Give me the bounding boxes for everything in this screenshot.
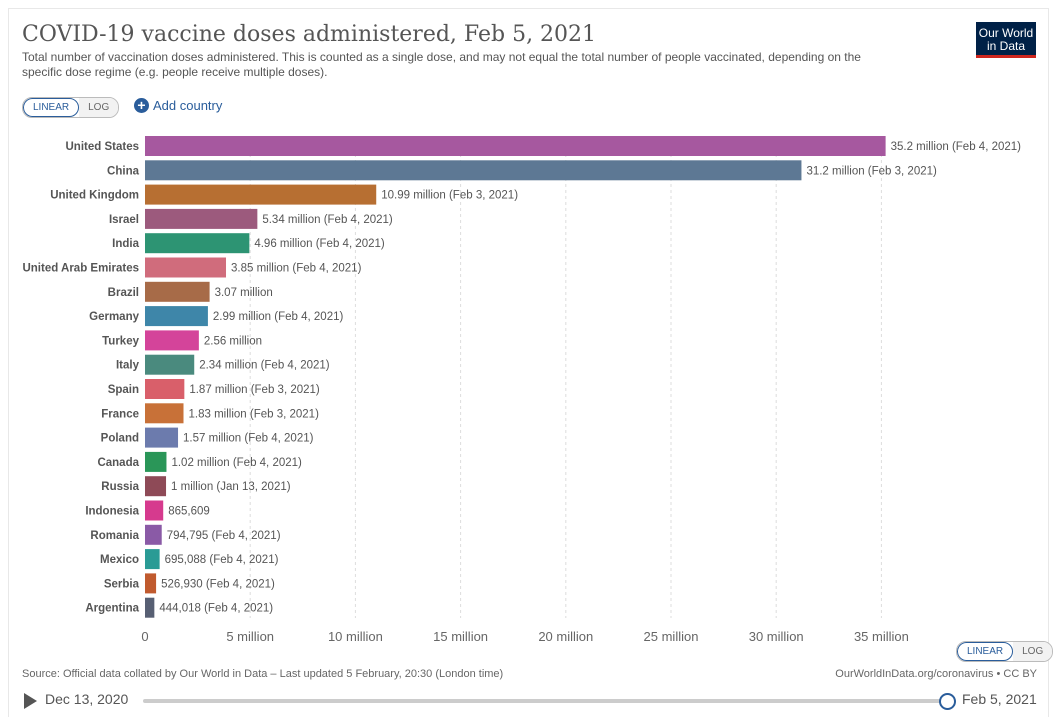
data-label: 2.99 million (Feb 4, 2021): [213, 311, 344, 323]
category-label: United States: [66, 141, 140, 153]
bar: [145, 184, 377, 205]
bar: [145, 379, 185, 399]
logo-line-1: Our World: [978, 26, 1034, 40]
x-tick-label: 5 million: [226, 629, 274, 644]
timeline: Dec 13, 2020 Feb 5, 2021: [0, 688, 1057, 714]
data-label: 1.57 million (Feb 4, 2021): [183, 433, 314, 445]
data-label: 1 million (Jan 13, 2021): [171, 481, 291, 493]
bar: [145, 233, 250, 254]
bar: [145, 597, 155, 618]
category-label: Turkey: [102, 335, 139, 347]
data-label: 444,018 (Feb 4, 2021): [159, 603, 273, 615]
data-label: 4.96 million (Feb 4, 2021): [254, 238, 385, 250]
category-label: Argentina: [85, 603, 139, 615]
x-tick-label: 20 million: [538, 629, 593, 644]
x-tick-label: 0: [141, 629, 148, 644]
bar: [145, 549, 160, 570]
data-label: 1.87 million (Feb 3, 2021): [189, 384, 320, 396]
data-label: 865,609: [168, 506, 210, 518]
data-label: 31.2 million (Feb 3, 2021): [806, 165, 937, 177]
scale-toggle-top: LINEAR LOG: [22, 97, 120, 118]
add-country-button[interactable]: + Add country: [134, 98, 222, 113]
data-label: 2.56 million: [204, 335, 262, 347]
data-label: 1.02 million (Feb 4, 2021): [171, 457, 302, 469]
timeline-handle[interactable]: [939, 693, 956, 710]
source-note: Source: Official data collated by Our Wo…: [22, 668, 504, 680]
data-label: 695,088 (Feb 4, 2021): [165, 554, 279, 566]
bar-chart: 0 5 million 10 million 15 million 20 million…: [22, 136, 1022, 644]
log-scale-button-bottom[interactable]: LOG: [1013, 642, 1053, 661]
data-label: 1.83 million (Feb 3, 2021): [189, 408, 320, 420]
category-label: Israel: [109, 214, 139, 226]
category-label: France: [101, 408, 139, 420]
bar: [145, 451, 167, 472]
plus-circle-icon: +: [134, 98, 149, 113]
data-label: 2.34 million (Feb 4, 2021): [199, 360, 330, 372]
x-tick-label: 35 million: [854, 629, 909, 644]
bar: [145, 330, 199, 351]
category-label: Serbia: [104, 578, 140, 590]
bar: [145, 257, 227, 278]
data-label: 794,795 (Feb 4, 2021): [167, 530, 281, 542]
bar: [145, 160, 802, 181]
source-url[interactable]: OurWorldInData.org/coronavirus • CC BY: [835, 668, 1037, 680]
category-label: United Arab Emirates: [22, 263, 139, 275]
timeline-end-date: Feb 5, 2021: [962, 691, 1037, 707]
category-label: Canada: [97, 457, 139, 469]
chart-subtitle: Total number of vaccination doses admini…: [22, 50, 861, 79]
data-label: 5.34 million (Feb 4, 2021): [262, 214, 393, 226]
x-tick-label: 25 million: [644, 629, 699, 644]
category-label: Mexico: [100, 554, 139, 566]
logo-line-2: in Data: [986, 39, 1026, 53]
category-label: Germany: [89, 311, 139, 323]
category-label: Poland: [101, 433, 139, 445]
scale-toggle-bottom: LINEAR LOG: [956, 641, 1054, 662]
category-label: Italy: [116, 360, 140, 372]
data-label: 10.99 million (Feb 3, 2021): [381, 190, 518, 202]
bar: [145, 403, 184, 424]
category-label: Russia: [101, 481, 139, 493]
data-label: 3.85 million (Feb 4, 2021): [231, 263, 362, 275]
bar: [145, 354, 195, 375]
category-label: China: [107, 165, 140, 177]
data-label: 526,930 (Feb 4, 2021): [161, 578, 275, 590]
category-label: Romania: [90, 530, 139, 542]
x-tick-label: 10 million: [328, 629, 383, 644]
play-icon[interactable]: [24, 693, 37, 709]
x-tick-label: 30 million: [749, 629, 804, 644]
owid-logo[interactable]: Our World in Data: [976, 22, 1036, 58]
linear-scale-button[interactable]: LINEAR: [23, 98, 80, 117]
bar: [145, 136, 886, 156]
data-label: 3.07 million: [215, 287, 273, 299]
category-label: Indonesia: [85, 506, 139, 518]
chart-title: COVID-19 vaccine doses administered, Feb…: [22, 22, 597, 47]
category-label: United Kingdom: [50, 190, 139, 202]
bar: [145, 573, 157, 594]
chart-frame: [8, 8, 1049, 717]
bar: [145, 281, 210, 302]
log-scale-button[interactable]: LOG: [79, 98, 119, 117]
category-label: India: [112, 238, 139, 250]
bar: [145, 427, 179, 448]
category-label: Brazil: [108, 287, 139, 299]
linear-scale-button-bottom[interactable]: LINEAR: [957, 642, 1014, 661]
bar: [145, 476, 167, 497]
bar: [145, 524, 162, 545]
category-label: Spain: [108, 384, 139, 396]
bar: [145, 208, 258, 229]
data-label: 35.2 million (Feb 4, 2021): [891, 141, 1022, 153]
bar: [145, 500, 164, 521]
bar: [145, 306, 208, 327]
timeline-track[interactable]: [143, 699, 947, 703]
timeline-start-date: Dec 13, 2020: [45, 691, 129, 707]
x-tick-label: 15 million: [433, 629, 488, 644]
add-country-label: Add country: [153, 98, 223, 113]
